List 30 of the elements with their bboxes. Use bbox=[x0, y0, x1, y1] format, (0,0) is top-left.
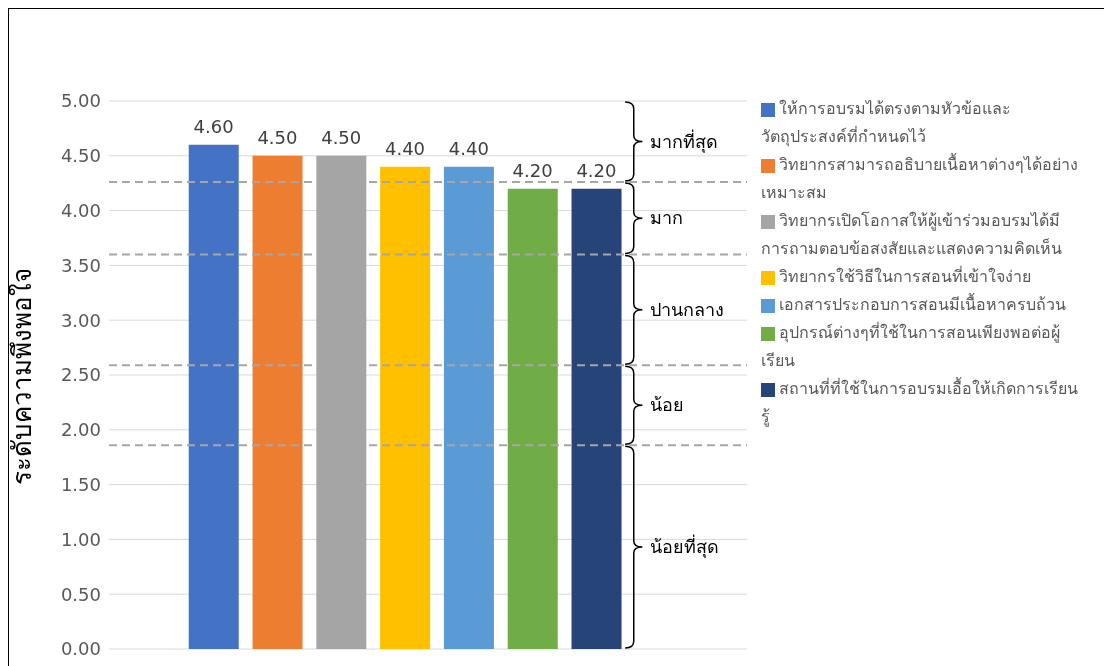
y-tick-label: 2.00 bbox=[60, 419, 101, 441]
y-tick-label: 1.50 bbox=[60, 473, 101, 495]
data-label: 4.60 bbox=[193, 115, 234, 137]
legend-label: ให้การอบรมได้ตรงตามหัวข้อและวัตถุประสงค์ที่กำหนดไว้ bbox=[761, 99, 1011, 146]
data-label: 4.40 bbox=[448, 137, 489, 159]
legend-label: อุปกรณ์ต่างๆที่ใช้ในการสอนเพียงพอต่อผู้เรียน bbox=[761, 323, 1060, 370]
data-label: 4.20 bbox=[576, 159, 617, 181]
text: มาก bbox=[650, 207, 684, 229]
y-tick-label: 5.00 bbox=[60, 90, 101, 112]
legend-label: วิทยากรเปิดโอกาสให้ผู้เข้าร่วมอบรมได้มีการถามตอบข้อสงสัยและแสดงความคิดเห็น bbox=[761, 211, 1062, 258]
y-tick-label: 1.00 bbox=[60, 528, 101, 550]
legend-label: วิทยากรใช้วิธีในการสอนที่เข้าใจง่าย bbox=[779, 267, 1031, 286]
y-tick-label: 0.00 bbox=[60, 638, 101, 660]
text: มากที่สุด bbox=[650, 128, 719, 153]
text: น้อย bbox=[650, 394, 685, 416]
legend-label: เอกสารประกอบการสอนมีเนื้อหาครบถ้วน bbox=[779, 295, 1066, 314]
legend-label: สถานที่ที่ใช้ในการอบรมเอื้อให้เกิดการเรียนรู้ bbox=[761, 379, 1078, 426]
data-label: 4.50 bbox=[257, 126, 298, 148]
y-tick-label: 4.50 bbox=[60, 145, 101, 167]
legend-label: วิทยากรสามารถอธิบายเนื้อหาต่างๆได้อย่างเหมาะสม bbox=[761, 155, 1078, 202]
data-label: 4.40 bbox=[384, 137, 426, 159]
y-tick-label: 3.50 bbox=[60, 254, 101, 276]
text: น้อยที่สุด bbox=[650, 534, 720, 559]
data-label: 4.50 bbox=[321, 126, 362, 148]
data-label: 4.20 bbox=[512, 159, 553, 181]
y-tick-label: 2.50 bbox=[60, 364, 101, 386]
y-tick-label: 0.50 bbox=[60, 583, 101, 605]
y-tick-label: 3.00 bbox=[60, 309, 101, 331]
y-tick-label: 4.00 bbox=[60, 199, 101, 221]
text: ปานกลาง bbox=[650, 298, 725, 320]
